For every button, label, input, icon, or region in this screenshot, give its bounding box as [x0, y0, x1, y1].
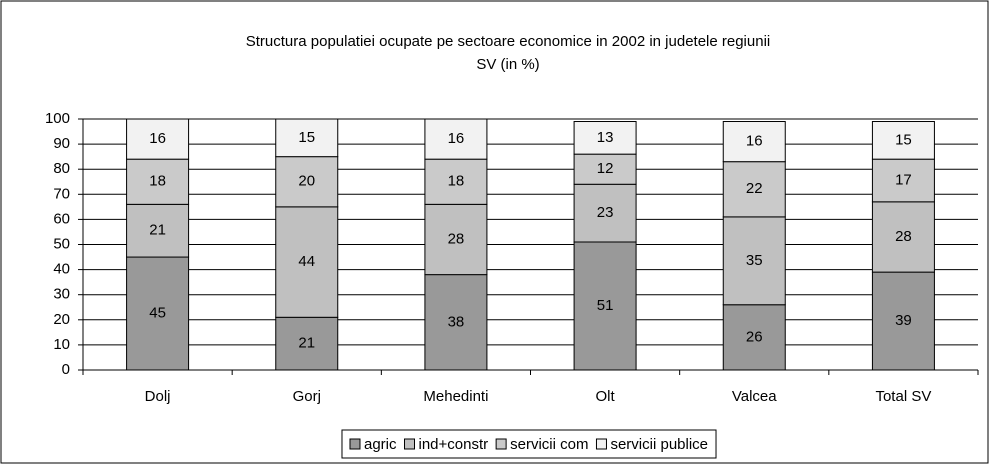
bar-segment — [722, 121, 786, 163]
bar-segment — [573, 153, 637, 185]
y-tick-label: 70 — [53, 185, 70, 202]
bar-segment — [424, 158, 488, 205]
data-label: 21 — [149, 222, 166, 239]
data-label: 39 — [895, 312, 912, 329]
data-label: 35 — [746, 252, 763, 269]
data-label: 21 — [298, 335, 315, 352]
bar-segment — [871, 271, 935, 371]
data-label: 26 — [746, 328, 763, 345]
data-label: 45 — [149, 304, 166, 321]
data-label: 16 — [746, 133, 763, 150]
x-tick-label: Total SV — [875, 388, 931, 405]
x-tick-label: Dolj — [145, 388, 171, 405]
data-label: 44 — [298, 253, 315, 270]
chart-title: Structura populatiei ocupate pe sectoare… — [246, 33, 771, 50]
data-label: 28 — [895, 228, 912, 245]
y-tick-label: 50 — [53, 235, 70, 252]
bar-segment — [275, 118, 339, 158]
bar-segment — [722, 216, 786, 306]
data-label: 28 — [448, 230, 465, 247]
data-label: 15 — [895, 131, 912, 148]
y-tick-label: 0 — [62, 361, 70, 378]
legend-swatch — [595, 438, 607, 450]
bar-segment — [275, 206, 339, 318]
data-label: 16 — [448, 130, 465, 147]
legend-label: servicii com — [510, 436, 588, 453]
legend-swatch — [404, 438, 415, 450]
y-tick-label: 20 — [53, 311, 70, 328]
y-tick-label: 10 — [53, 336, 70, 353]
bar-segment — [871, 201, 935, 273]
y-tick-label: 100 — [45, 110, 70, 127]
data-label: 12 — [597, 160, 614, 177]
y-tick-label: 60 — [53, 210, 70, 227]
legend-label: agric — [364, 436, 397, 453]
data-label: 18 — [448, 173, 465, 190]
data-label: 22 — [746, 180, 763, 197]
y-tick-label: 90 — [53, 135, 70, 152]
bar-segment — [126, 118, 190, 160]
data-label: 51 — [597, 297, 614, 314]
x-tick-label: Valcea — [732, 388, 777, 405]
bar-segment — [722, 161, 786, 218]
y-tick-label: 30 — [53, 286, 70, 303]
data-label: 17 — [895, 171, 912, 188]
data-label: 13 — [597, 129, 614, 146]
legend-swatch — [495, 438, 507, 450]
bar-segment — [424, 203, 488, 276]
data-label: 20 — [298, 173, 315, 190]
legend-label: ind+constr — [419, 436, 489, 453]
x-tick-label: Gorj — [293, 388, 321, 405]
bar-segment — [126, 256, 190, 371]
y-tick-label: 80 — [53, 160, 70, 177]
x-tick-label: Mehedinti — [423, 388, 488, 405]
legend-swatch — [349, 438, 361, 450]
bar-segment — [424, 274, 488, 371]
bar-segment — [573, 183, 637, 243]
bar-segment — [424, 118, 488, 160]
data-label: 38 — [448, 313, 465, 330]
data-label: 23 — [597, 204, 614, 221]
bar-segment — [573, 121, 637, 155]
data-label: 18 — [149, 173, 166, 190]
data-label: 16 — [149, 130, 166, 147]
bar-segment — [722, 304, 786, 371]
legend-label: servicii publice — [610, 436, 708, 453]
bar-segment — [275, 156, 339, 208]
bar-segment — [871, 121, 935, 160]
chart-title: SV (in %) — [476, 56, 539, 73]
x-tick-label: Olt — [595, 388, 615, 405]
y-tick-label: 40 — [53, 261, 70, 278]
data-label: 15 — [298, 129, 315, 146]
